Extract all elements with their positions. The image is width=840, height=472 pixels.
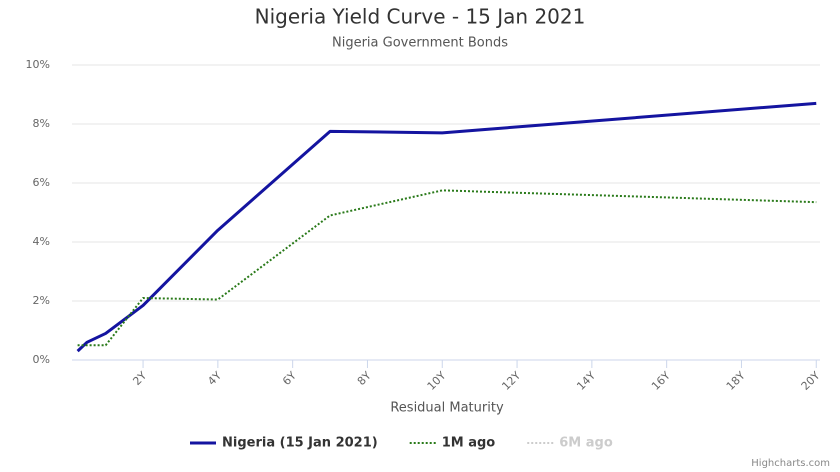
chart-title: Nigeria Yield Curve - 15 Jan 2021 <box>255 5 586 29</box>
series-line <box>76 101 817 353</box>
x-tick-label: 18Y <box>724 369 748 393</box>
y-tick-label: 8% <box>33 117 50 130</box>
y-tick-label: 0% <box>33 353 50 366</box>
x-tick-label: 8Y <box>355 369 374 388</box>
y-tick-label: 2% <box>33 294 50 307</box>
x-tick-label: 20Y <box>799 369 823 393</box>
x-tick-label: 2Y <box>130 369 149 388</box>
x-tick-label: 6Y <box>280 369 299 388</box>
x-tick-label: 16Y <box>649 369 673 393</box>
x-tick-label: 10Y <box>425 369 449 393</box>
y-tick-label: 4% <box>33 235 50 248</box>
x-tick-label: 14Y <box>574 369 598 393</box>
y-tick-label: 6% <box>33 176 50 189</box>
legend-item[interactable]: Nigeria (15 Jan 2021) <box>222 436 378 451</box>
chart-subtitle: Nigeria Government Bonds <box>332 36 508 51</box>
series-line <box>77 189 817 347</box>
legend-item[interactable]: 1M ago <box>442 436 496 451</box>
y-tick-label: 10% <box>26 58 50 71</box>
x-tick-label: 4Y <box>205 369 224 388</box>
legend-item[interactable]: 6M ago <box>559 436 613 451</box>
x-tick-label: 12Y <box>499 369 523 393</box>
x-axis-title: Residual Maturity <box>390 401 504 416</box>
credits[interactable]: Highcharts.com <box>751 458 830 469</box>
